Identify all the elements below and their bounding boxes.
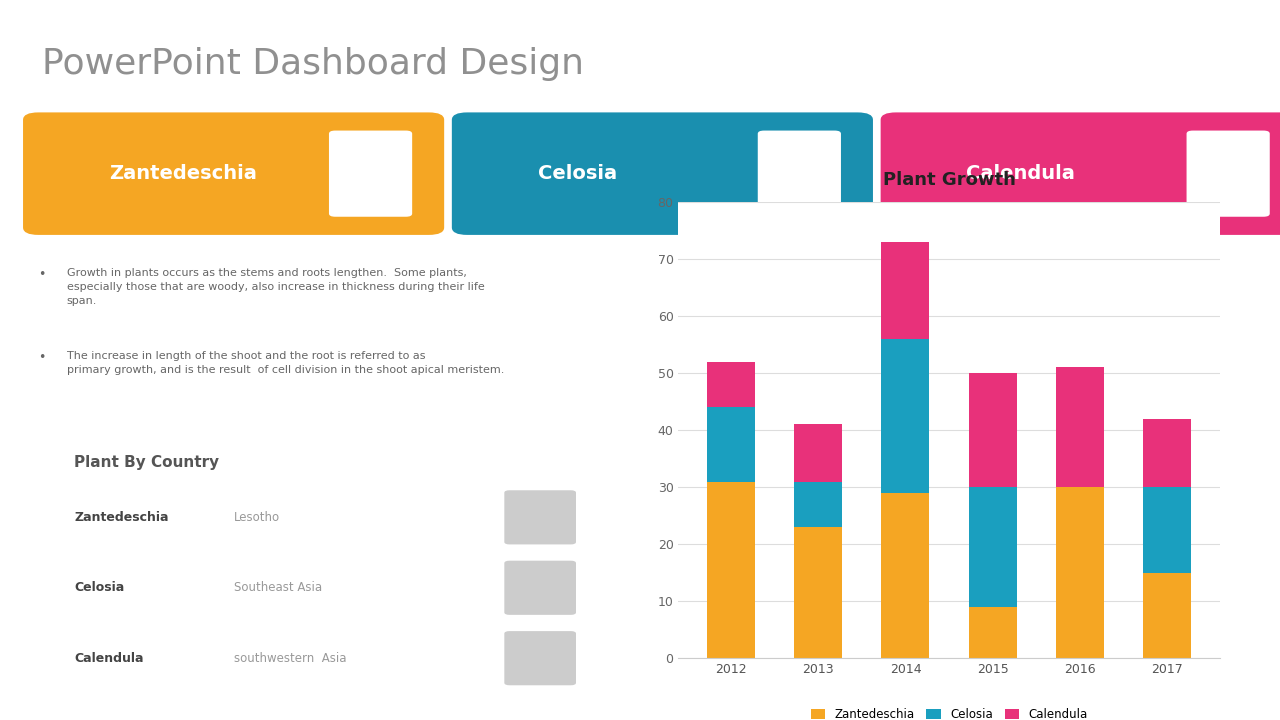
Bar — [707, 361, 755, 408]
Text: Growth in plants occurs as the stems and roots lengthen.  Some plants,
especiall: Growth in plants occurs as the stems and… — [67, 268, 484, 305]
Text: southwestern  Asia: southwestern Asia — [234, 652, 347, 665]
Bar — [794, 482, 842, 527]
Text: The increase in length of the shoot and the root is referred to as
primary growt: The increase in length of the shoot and … — [67, 351, 504, 374]
FancyBboxPatch shape — [881, 112, 1280, 235]
Text: Celosia: Celosia — [538, 164, 617, 183]
Bar — [969, 607, 1016, 658]
Bar — [969, 487, 1016, 607]
Bar — [1056, 487, 1105, 658]
Text: Calendula: Calendula — [74, 652, 143, 665]
Legend: Zantedeschia, Celosia, Calendula: Zantedeschia, Celosia, Calendula — [806, 703, 1092, 720]
Bar — [707, 408, 755, 482]
FancyBboxPatch shape — [758, 130, 841, 217]
Bar — [1143, 419, 1192, 487]
FancyBboxPatch shape — [504, 490, 576, 544]
Text: PowerPoint Dashboard Design: PowerPoint Dashboard Design — [42, 47, 584, 81]
Bar — [882, 242, 929, 339]
Text: Southeast Asia: Southeast Asia — [234, 581, 323, 594]
Text: Calendula: Calendula — [966, 164, 1075, 183]
FancyBboxPatch shape — [329, 130, 412, 217]
FancyBboxPatch shape — [452, 112, 873, 235]
FancyBboxPatch shape — [1187, 130, 1270, 217]
Bar — [794, 425, 842, 482]
FancyBboxPatch shape — [504, 561, 576, 615]
FancyBboxPatch shape — [23, 112, 444, 235]
Text: Celosia: Celosia — [74, 581, 124, 594]
FancyBboxPatch shape — [504, 631, 576, 685]
Bar — [1143, 487, 1192, 573]
Text: Plant By Country: Plant By Country — [74, 455, 219, 470]
Text: Lesotho: Lesotho — [234, 511, 280, 524]
Title: Plant Growth: Plant Growth — [883, 171, 1015, 189]
Text: Zantedeschia: Zantedeschia — [109, 164, 257, 183]
Text: •: • — [38, 268, 46, 281]
Bar — [707, 482, 755, 658]
Bar — [1056, 367, 1105, 487]
Bar — [969, 373, 1016, 487]
Text: •: • — [38, 351, 46, 364]
Bar — [882, 493, 929, 658]
Text: Zantedeschia: Zantedeschia — [74, 511, 169, 524]
FancyBboxPatch shape — [623, 118, 1275, 706]
Bar — [1143, 573, 1192, 658]
FancyBboxPatch shape — [26, 426, 609, 706]
Bar — [882, 339, 929, 493]
Bar — [794, 527, 842, 658]
